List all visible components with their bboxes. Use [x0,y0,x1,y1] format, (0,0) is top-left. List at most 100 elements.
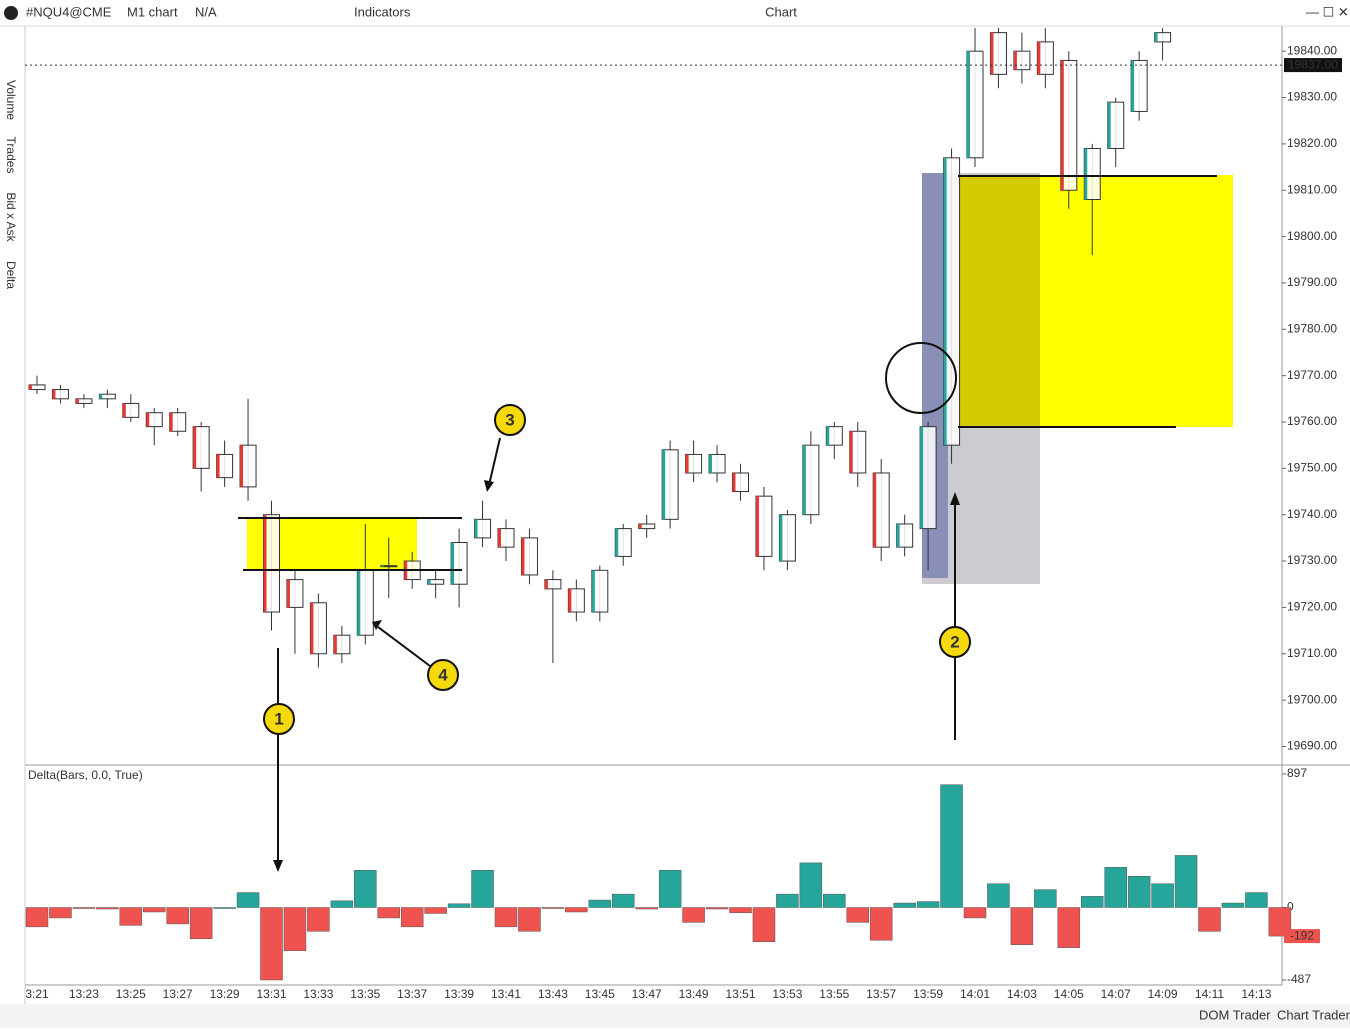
footprint-strip [263,514,267,613]
arrowhead [273,860,283,872]
footprint-strip [521,537,525,575]
footprint-strip [943,157,947,446]
delta-bar [236,892,260,908]
y-tick-label: 19700.00 [1287,692,1337,706]
y-tick-label: 19790.00 [1287,275,1337,289]
side-tab[interactable]: Volume [4,80,18,120]
footprint-strip [755,496,759,557]
delta-bar [494,907,518,928]
y-tick-label: -487 [1287,972,1311,986]
x-tick-label: 13:49 [679,987,709,1001]
window-controls[interactable]: — ☐ ✕ [1306,4,1349,19]
x-tick-label: 14:03 [1007,987,1037,1001]
delta-bar [823,893,846,908]
x-tick-label: 14:05 [1054,987,1084,1001]
delta-bar [541,907,565,909]
y-tick-label: 897 [1287,766,1307,780]
delta-bar [400,907,424,928]
delta-bar [260,907,283,981]
y-tick-label: 19690.00 [1287,739,1337,753]
delta-bar [846,907,869,923]
arrowheads [273,480,960,872]
symbol[interactable]: #NQU4@CME [26,4,112,19]
delta-bar [1198,907,1221,932]
delta-bar [963,907,987,919]
delta-bar [283,907,307,951]
delta-bar [705,907,729,910]
bottom-bar [0,1004,1350,1028]
delta-bar [1221,902,1245,908]
footprint-strip [75,398,79,404]
delta-bar [166,907,189,925]
footprint-strip [333,635,337,654]
delta-bar [1081,896,1104,908]
annotations [238,175,1217,865]
x-tick-label: 13:29 [210,987,240,1001]
delta-bar [940,784,963,908]
y-tick-label: 19810.00 [1287,182,1337,196]
y-tick-label: 19800.00 [1287,229,1337,243]
x-tick-label: 13:39 [444,987,474,1001]
last-value-box [1284,929,1320,944]
footprint-strip [286,579,290,608]
arrowhead [484,480,494,492]
callout-number: 1 [274,709,283,728]
delta-bar [776,893,799,908]
y-tick-label: 19720.00 [1287,600,1337,614]
y-tick-label: 19760.00 [1287,414,1337,428]
delta-bar [49,907,72,919]
delta-bar [1010,907,1034,945]
y-tick-label: 19830.00 [1287,90,1337,104]
footprint-strip [1060,60,1064,191]
arrowhead [950,492,960,505]
delta-bar [799,862,823,908]
y-tick-label: 0 [1287,900,1294,914]
footprint-strip [451,542,455,585]
arrow [377,626,431,667]
delta-bar [1174,855,1198,908]
delta-bar [869,907,893,941]
side-tab[interactable]: Delta [4,261,18,289]
dom-trader[interactable]: DOM Trader [1199,1007,1271,1022]
window-title: Chart [765,4,797,19]
delta-bar [424,907,447,914]
account[interactable]: N/A [195,4,217,19]
zone-overlap [958,175,1040,427]
side-tab[interactable]: Trades [4,137,18,174]
last-value-label: -192 [1290,928,1314,942]
toolbar [0,0,1350,26]
callout-badge [494,404,526,436]
delta-bar [213,907,236,909]
footprint-strip [638,523,642,529]
delta-bar [354,870,377,908]
timeframe[interactable]: M1 chart [127,4,178,19]
side-tab[interactable]: Bid x Ask [4,192,18,242]
delta-bar [752,907,776,942]
footprint-strip [357,570,361,636]
footprint-strip [498,528,501,548]
footprint-strip [967,51,970,158]
x-tick-label: 13:59 [913,987,943,1001]
footprint-strip [990,32,994,75]
chart-trader[interactable]: Chart Trader [1277,1007,1350,1022]
delta-bar [588,899,612,908]
delta-bar [1034,889,1057,908]
delta-bar [682,907,705,923]
footprint-strip [427,579,431,585]
footprint-strip [896,523,900,548]
x-tick-label: 3:21 [25,987,49,1001]
footprint-strip [779,514,783,562]
x-tick-label: 13:53 [772,987,802,1001]
footprint-strip [122,403,126,418]
logo[interactable] [4,6,18,20]
callout-badge [939,626,971,658]
indicators[interactable]: Indicators [354,4,411,19]
delta-bar [471,870,494,908]
footprint-strip [474,519,478,538]
x-tick-label: 13:33 [303,987,333,1001]
footprint-strip [1154,32,1158,42]
delta-bar [987,883,1010,908]
footprint-strip [568,588,572,613]
delta-bar [1127,876,1151,908]
